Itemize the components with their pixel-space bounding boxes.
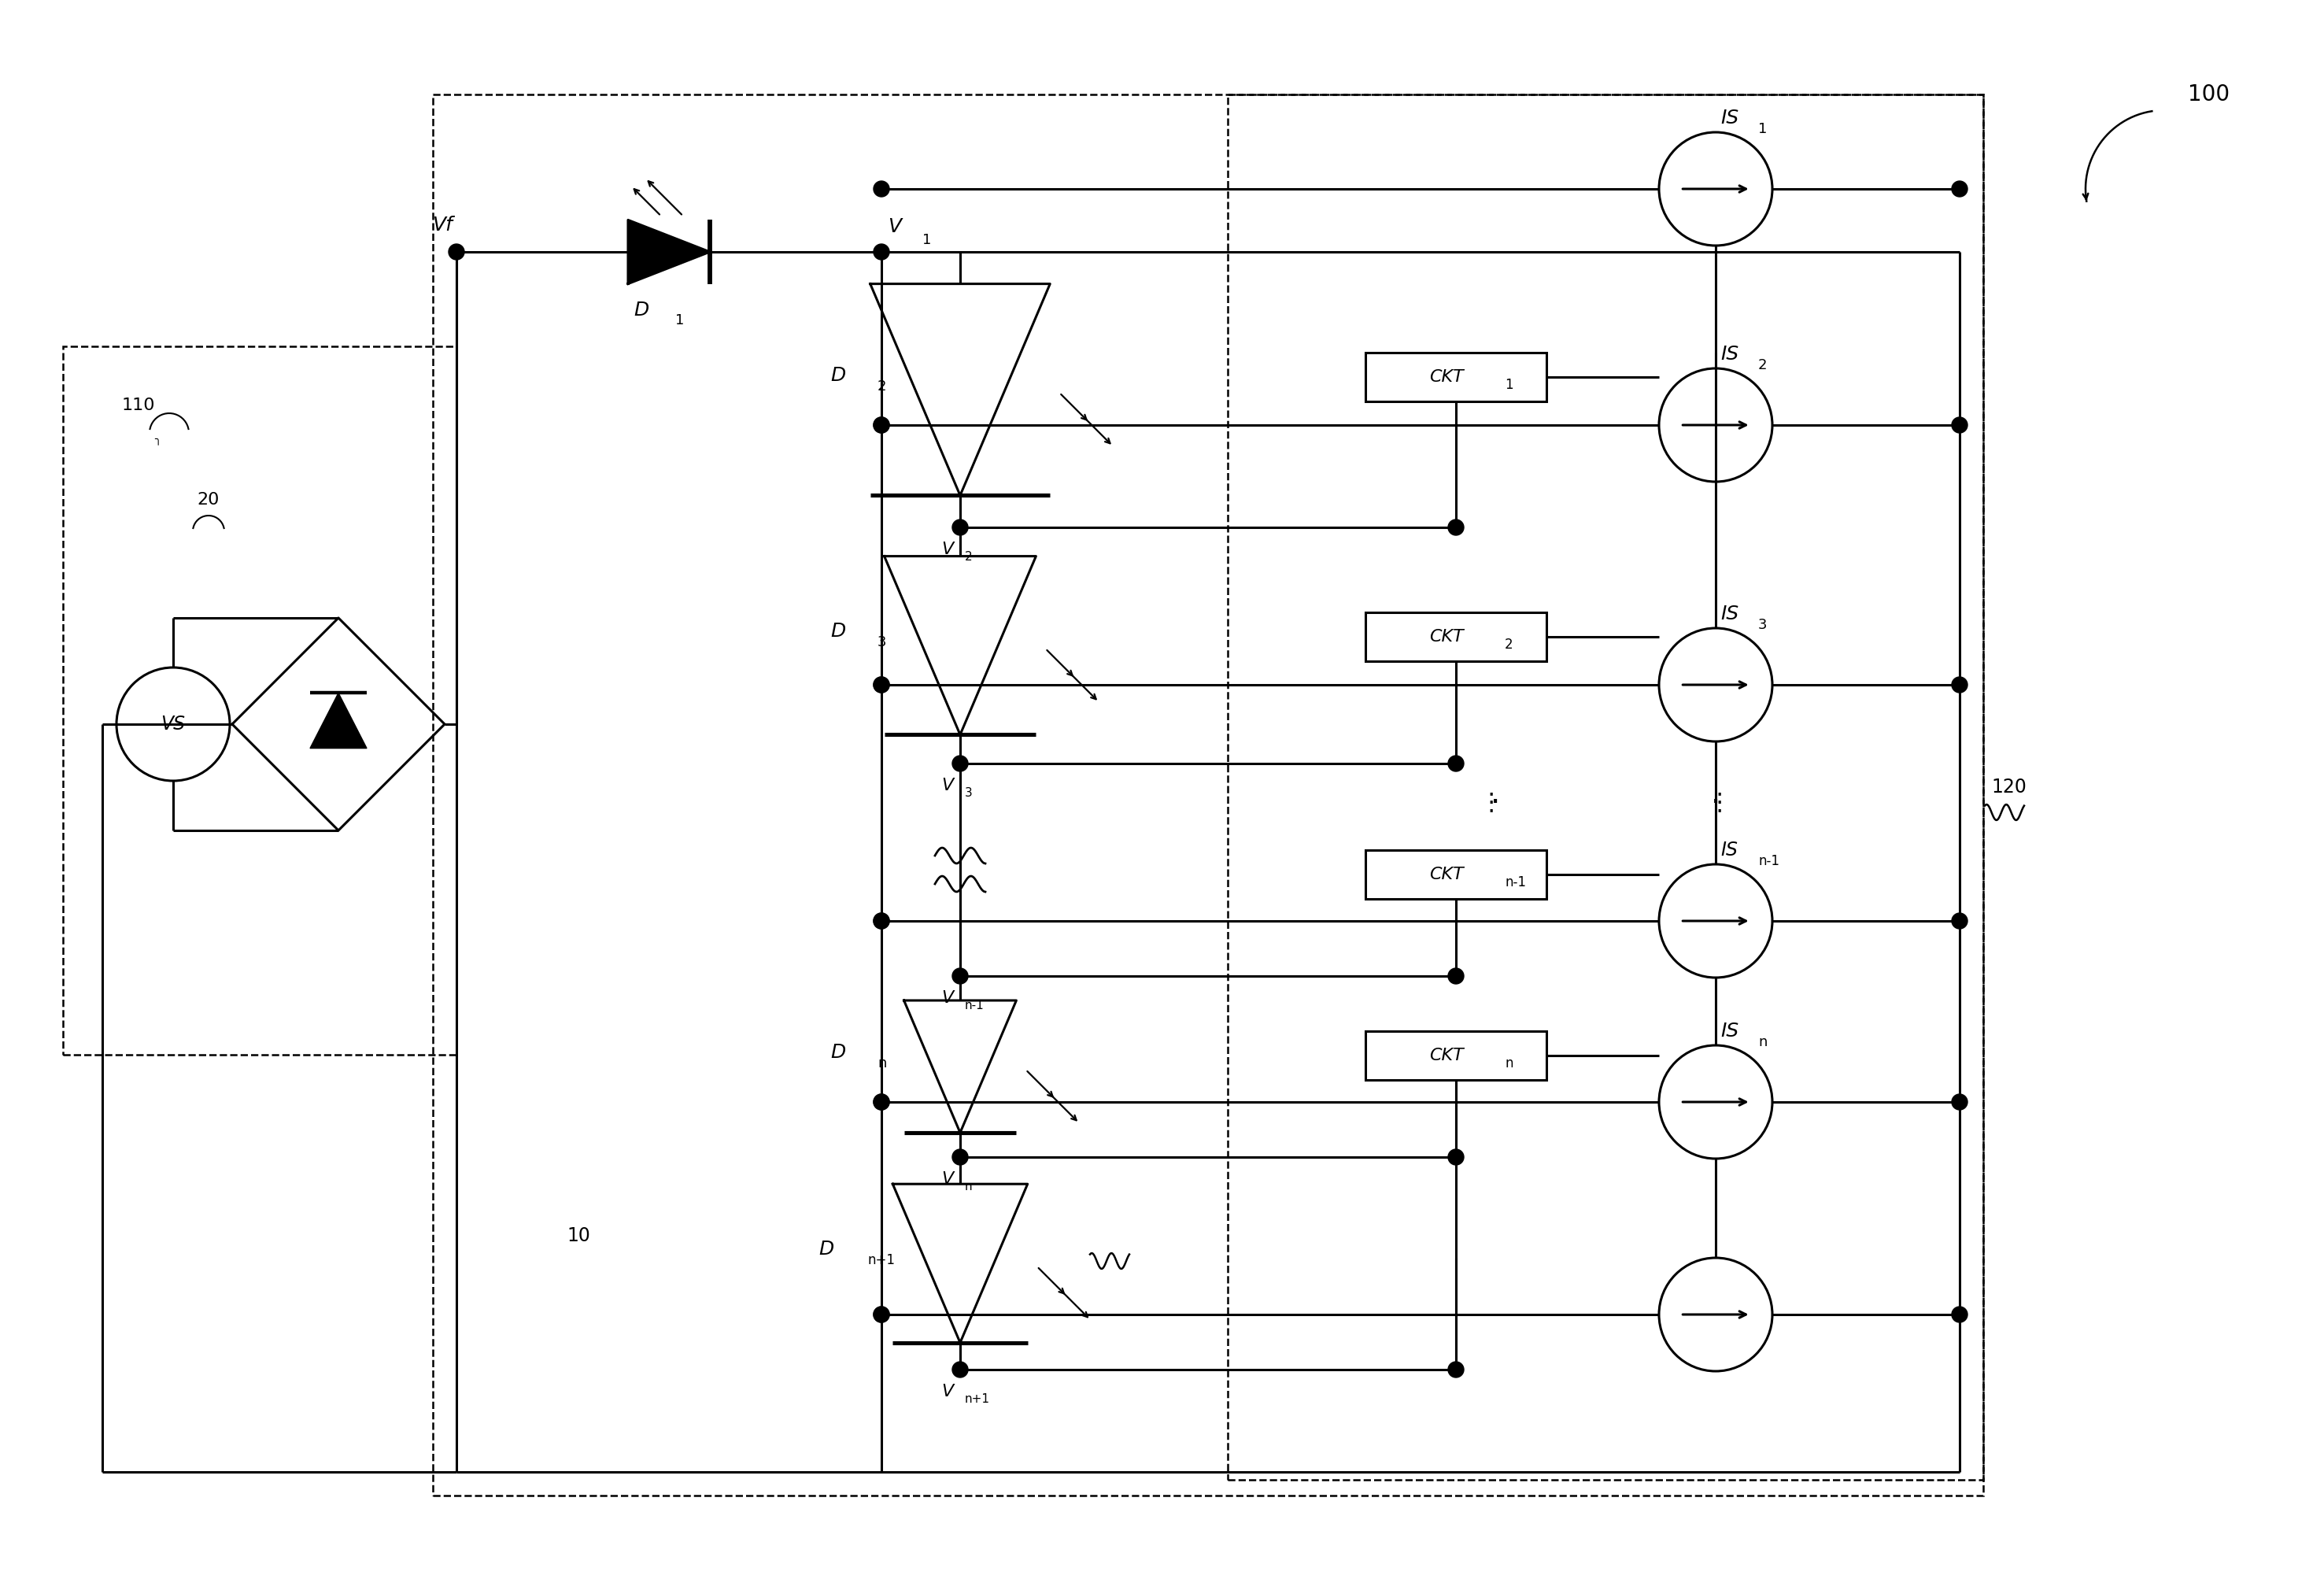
Circle shape <box>953 1361 969 1377</box>
Text: D: D <box>832 622 846 641</box>
Text: V: V <box>941 542 953 556</box>
Text: V: V <box>888 218 902 237</box>
Circle shape <box>874 181 890 197</box>
Polygon shape <box>892 1185 1027 1342</box>
Text: 120: 120 <box>1992 778 2027 797</box>
Text: 1: 1 <box>1504 378 1513 393</box>
Bar <box>1367 612 1545 661</box>
Text: IS: IS <box>1720 1022 1738 1040</box>
Text: CKT: CKT <box>1429 630 1464 644</box>
Circle shape <box>1952 677 1968 693</box>
Text: V: V <box>941 1172 953 1188</box>
Text: 2: 2 <box>1504 638 1513 652</box>
Polygon shape <box>904 1000 1016 1132</box>
Circle shape <box>953 755 969 771</box>
Circle shape <box>874 677 890 693</box>
Circle shape <box>874 913 890 929</box>
Text: n: n <box>964 1181 971 1192</box>
Text: 3: 3 <box>964 787 971 798</box>
Text: V: V <box>941 991 953 1006</box>
Text: 110: 110 <box>121 398 156 413</box>
Text: VS: VS <box>160 716 186 733</box>
Circle shape <box>953 520 969 536</box>
Text: 2: 2 <box>964 552 971 563</box>
Circle shape <box>874 1094 890 1110</box>
Text: n+1: n+1 <box>867 1253 895 1267</box>
Circle shape <box>953 968 969 984</box>
Text: 2: 2 <box>1759 358 1766 372</box>
Text: 10: 10 <box>567 1226 590 1245</box>
Text: n+1: n+1 <box>964 1393 990 1406</box>
Circle shape <box>1448 1150 1464 1165</box>
Text: n: n <box>878 1056 885 1070</box>
Text: 2: 2 <box>878 380 885 394</box>
Text: D: D <box>832 366 846 385</box>
Circle shape <box>1448 1361 1464 1377</box>
Polygon shape <box>869 285 1050 496</box>
Polygon shape <box>883 556 1037 735</box>
Text: 1: 1 <box>676 313 683 328</box>
Bar <box>1227 94 1982 1480</box>
Polygon shape <box>309 693 367 749</box>
Text: IS: IS <box>1720 841 1738 860</box>
Text: ⋮: ⋮ <box>1480 792 1504 814</box>
Text: 3: 3 <box>1759 619 1766 633</box>
Text: 100: 100 <box>2187 83 2229 105</box>
Polygon shape <box>627 219 709 283</box>
Text: 1: 1 <box>923 234 932 246</box>
Circle shape <box>1448 968 1464 984</box>
Circle shape <box>1952 1094 1968 1110</box>
Text: D: D <box>832 1043 846 1062</box>
Bar <box>1367 1032 1545 1080</box>
Bar <box>63 347 456 1054</box>
Circle shape <box>1448 755 1464 771</box>
Text: n-1: n-1 <box>1504 874 1527 889</box>
Text: ·: · <box>1710 789 1720 817</box>
Text: CKT: CKT <box>1429 867 1464 882</box>
Circle shape <box>953 1150 969 1165</box>
Text: n: n <box>1504 1056 1513 1070</box>
Text: V: V <box>941 778 953 793</box>
Text: CKT: CKT <box>1429 1048 1464 1064</box>
Circle shape <box>874 417 890 432</box>
Text: n-1: n-1 <box>964 1000 985 1011</box>
Bar <box>432 94 1982 1496</box>
Text: 1: 1 <box>1759 122 1766 137</box>
Bar <box>1367 851 1545 898</box>
Text: D: D <box>818 1240 834 1259</box>
Circle shape <box>874 1094 890 1110</box>
Circle shape <box>874 243 890 259</box>
Circle shape <box>874 1307 890 1323</box>
Circle shape <box>449 243 465 259</box>
Text: n: n <box>1759 1035 1766 1049</box>
Text: 20: 20 <box>198 491 218 507</box>
Text: D: D <box>634 301 648 320</box>
Circle shape <box>874 913 890 929</box>
Circle shape <box>1952 913 1968 929</box>
Circle shape <box>874 417 890 432</box>
Bar <box>1367 353 1545 401</box>
Circle shape <box>874 677 890 693</box>
Text: V: V <box>941 1383 953 1399</box>
Text: IS: IS <box>1720 345 1738 364</box>
Text: IS: IS <box>1720 108 1738 127</box>
Text: ·: · <box>1490 789 1501 817</box>
Circle shape <box>1952 1307 1968 1323</box>
Text: ⋮: ⋮ <box>1708 792 1731 814</box>
Text: 3: 3 <box>878 636 885 649</box>
Text: ╮: ╮ <box>153 434 160 445</box>
Circle shape <box>874 1307 890 1323</box>
Text: Vf: Vf <box>432 216 453 235</box>
Circle shape <box>1448 520 1464 536</box>
Circle shape <box>1952 417 1968 432</box>
Circle shape <box>1952 181 1968 197</box>
Text: n-1: n-1 <box>1759 854 1780 868</box>
Text: CKT: CKT <box>1429 369 1464 385</box>
Text: IS: IS <box>1720 604 1738 623</box>
